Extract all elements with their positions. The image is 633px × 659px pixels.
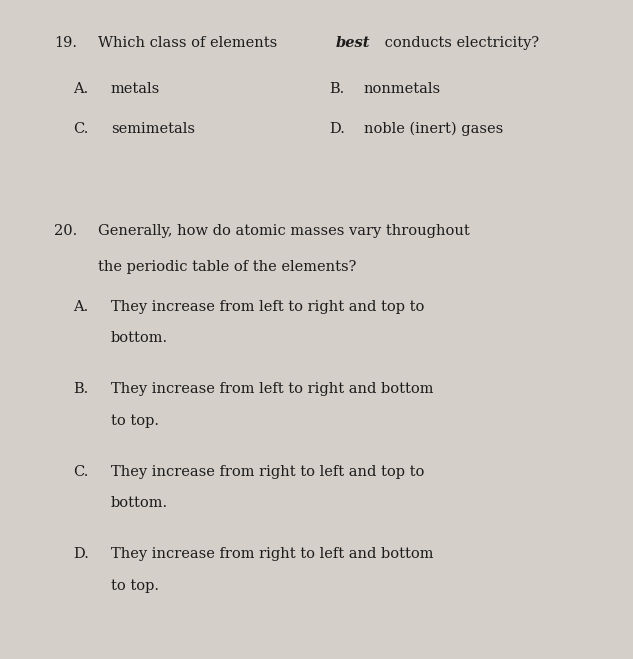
Text: Generally, how do atomic masses vary throughout: Generally, how do atomic masses vary thr…: [98, 224, 470, 238]
Text: bottom.: bottom.: [111, 496, 168, 510]
Text: nonmetals: nonmetals: [364, 82, 441, 96]
Text: A.: A.: [73, 300, 88, 314]
Text: conducts electricity?: conducts electricity?: [380, 36, 539, 50]
Text: to top.: to top.: [111, 579, 159, 592]
Text: Which class of elements: Which class of elements: [98, 36, 282, 50]
Text: They increase from left to right and top to: They increase from left to right and top…: [111, 300, 424, 314]
Text: 19.: 19.: [54, 36, 77, 50]
Text: semimetals: semimetals: [111, 122, 195, 136]
Text: bottom.: bottom.: [111, 331, 168, 345]
Text: the periodic table of the elements?: the periodic table of the elements?: [98, 260, 356, 274]
Text: D.: D.: [329, 122, 345, 136]
Text: They increase from right to left and bottom: They increase from right to left and bot…: [111, 547, 433, 561]
Text: best: best: [335, 36, 370, 50]
Text: 20.: 20.: [54, 224, 77, 238]
Text: A.: A.: [73, 82, 88, 96]
Text: They increase from right to left and top to: They increase from right to left and top…: [111, 465, 424, 478]
Text: to top.: to top.: [111, 414, 159, 428]
Text: C.: C.: [73, 122, 88, 136]
Text: D.: D.: [73, 547, 89, 561]
Text: B.: B.: [73, 382, 88, 396]
Text: metals: metals: [111, 82, 160, 96]
Text: They increase from left to right and bottom: They increase from left to right and bot…: [111, 382, 433, 396]
Text: noble (inert) gases: noble (inert) gases: [364, 122, 503, 136]
Text: C.: C.: [73, 465, 88, 478]
Text: B.: B.: [329, 82, 344, 96]
